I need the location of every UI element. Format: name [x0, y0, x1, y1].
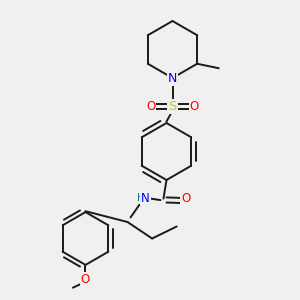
Text: O: O	[182, 191, 190, 205]
Text: O: O	[146, 100, 155, 113]
Text: S: S	[168, 100, 177, 113]
Text: H: H	[137, 193, 145, 203]
Text: O: O	[190, 100, 199, 113]
Text: N: N	[168, 71, 177, 85]
Text: O: O	[81, 273, 90, 286]
Text: N: N	[141, 191, 150, 205]
